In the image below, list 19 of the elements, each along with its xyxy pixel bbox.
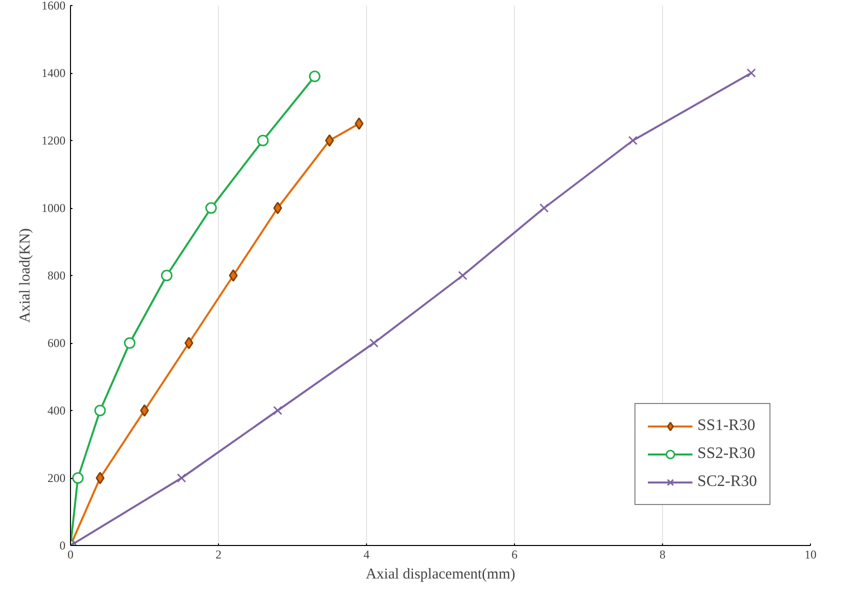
- x-tick-label: 4: [364, 548, 370, 562]
- y-tick-label: 1000: [42, 201, 66, 215]
- y-tick-label: 400: [48, 404, 66, 418]
- y-tick-label: 1600: [42, 0, 66, 12]
- x-axis-title: Axial displacement(mm): [366, 566, 516, 582]
- x-tick-label: 8: [660, 548, 666, 562]
- y-tick-label: 600: [48, 336, 66, 350]
- y-tick-label: 1200: [42, 134, 66, 148]
- y-tick-label: 1400: [42, 66, 66, 80]
- x-tick-label: 2: [216, 548, 222, 562]
- x-tick-label: 6: [512, 548, 518, 562]
- legend-label: SS2-R30: [697, 445, 756, 463]
- y-tick-label: 0: [60, 538, 66, 552]
- x-tick-label: 10: [804, 548, 816, 562]
- legend-label: SC2-R30: [697, 473, 757, 491]
- y-tick-label: 800: [48, 268, 66, 282]
- y-axis-title: Axial load(KN): [18, 228, 34, 323]
- y-tick-label: 200: [48, 471, 66, 485]
- legend-label: SS1-R30: [697, 417, 756, 435]
